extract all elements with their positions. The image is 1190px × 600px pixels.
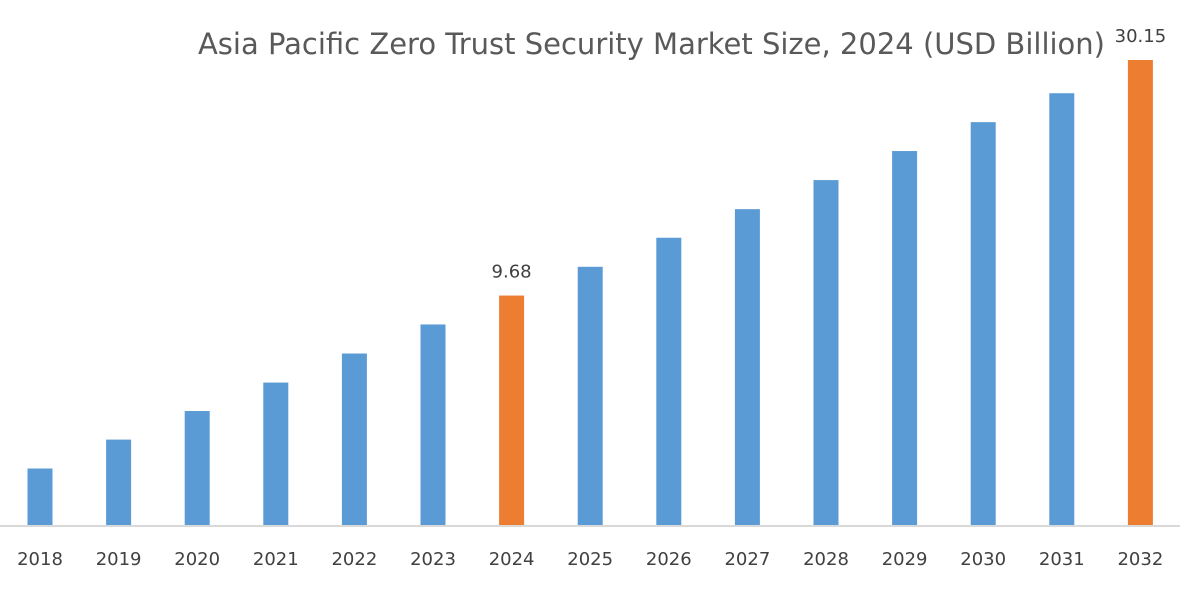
bar-2026 [656, 237, 682, 527]
x-tick-label-2022: 2022 [331, 549, 377, 570]
bar-2023 [420, 324, 446, 526]
bar-2024 [499, 295, 525, 526]
bar-2020 [184, 411, 210, 526]
x-tick-label-2024: 2024 [489, 549, 535, 570]
bar-2028 [813, 180, 839, 526]
bar-2027 [734, 209, 760, 526]
x-tick-label-2021: 2021 [253, 549, 299, 570]
x-tick-label-2030: 2030 [960, 549, 1006, 570]
bar-2032 [1127, 60, 1153, 526]
bar-2030 [970, 122, 996, 526]
data-label-2024: 9.68 [492, 262, 532, 283]
bars-layer [27, 60, 1153, 527]
x-tick-label-2023: 2023 [410, 549, 456, 570]
x-tick-labels: 2018 2019 2020 2021 2022 2023 2024 2025 2026 2027… [17, 549, 1163, 570]
bar-2022 [341, 353, 367, 526]
x-tick-label-2031: 2031 [1039, 549, 1085, 570]
x-tick-label-2032: 2032 [1117, 549, 1163, 570]
x-tick-label-2026: 2026 [646, 549, 692, 570]
x-tick-label-2028: 2028 [803, 549, 849, 570]
chart-title: Asia Pacific Zero Trust Security Market … [198, 27, 1105, 61]
x-tick-label-2019: 2019 [96, 549, 142, 570]
bar-2019 [106, 439, 132, 526]
x-tick-label-2018: 2018 [17, 549, 63, 570]
x-tick-label-2027: 2027 [724, 549, 770, 570]
data-labels: 9.68 30.15 [492, 26, 1167, 283]
bar-2031 [1049, 93, 1075, 526]
x-tick-label-2029: 2029 [882, 549, 928, 570]
bar-2018 [27, 468, 53, 526]
bar-2021 [263, 382, 289, 526]
bar-2029 [892, 151, 918, 527]
data-label-2032: 30.15 [1115, 26, 1167, 47]
x-tick-label-2020: 2020 [174, 549, 220, 570]
bar-2025 [577, 266, 603, 526]
x-tick-label-2025: 2025 [567, 549, 613, 570]
